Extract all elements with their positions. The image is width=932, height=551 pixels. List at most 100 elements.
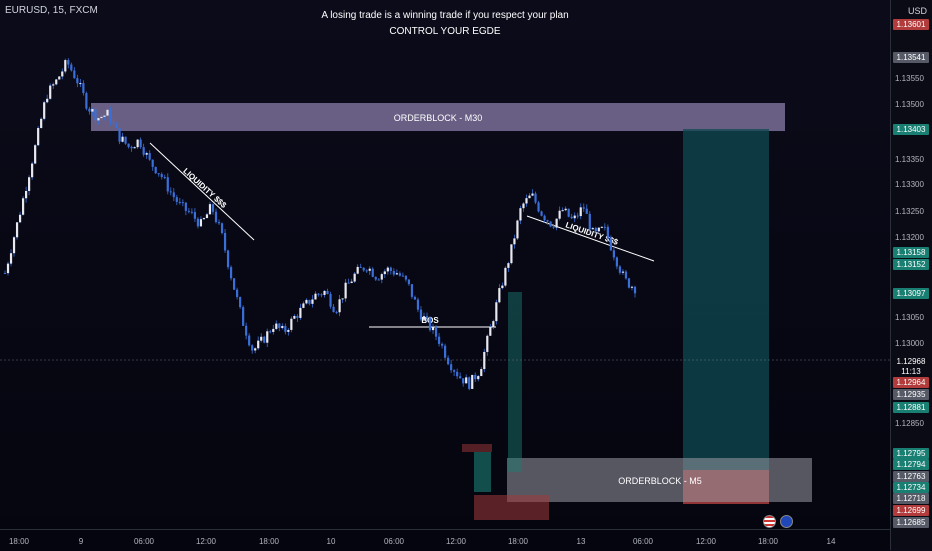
orderblock-m5-zone[interactable] xyxy=(507,458,812,502)
liquidity-line-left[interactable] xyxy=(149,142,255,241)
bar-countdown: 11:13 xyxy=(893,366,929,377)
candle-body xyxy=(341,298,344,300)
candle-body xyxy=(214,211,218,223)
candle-body xyxy=(413,296,417,300)
candle-body xyxy=(305,299,308,304)
candle-body xyxy=(311,299,314,304)
candle-body xyxy=(115,123,118,128)
candle-body xyxy=(154,166,157,174)
candle-body xyxy=(338,299,341,313)
price-badge: 1.12935 xyxy=(893,389,929,400)
candle-body xyxy=(82,83,85,94)
candle-body xyxy=(401,275,404,277)
time-tick: 06:00 xyxy=(632,537,654,546)
time-tick: 18:00 xyxy=(8,537,30,546)
candle-body xyxy=(489,327,492,336)
chart-symbol: EURUSD, 15, FXCM xyxy=(5,5,98,16)
candle-body xyxy=(302,303,305,308)
price-badge: 1.13158 xyxy=(893,247,929,258)
candle-body xyxy=(483,351,486,370)
candle-body xyxy=(447,357,450,365)
time-tick: 06:00 xyxy=(133,537,155,546)
candle-body xyxy=(239,296,242,308)
candle-body xyxy=(591,228,594,230)
candle-body xyxy=(386,267,389,272)
candle-body xyxy=(70,64,73,71)
candle-body xyxy=(217,222,221,224)
price-badge: 1.12964 xyxy=(893,377,929,388)
candle-body xyxy=(79,83,82,85)
candle-body xyxy=(440,343,444,346)
candle-body xyxy=(202,218,206,220)
candle-body xyxy=(404,275,408,280)
candle-body xyxy=(136,139,139,148)
candle-body xyxy=(21,198,25,215)
price-tick: 1.13250 xyxy=(895,207,924,216)
candle-body xyxy=(232,278,236,290)
candle-body xyxy=(531,193,534,196)
candle-body xyxy=(121,136,124,142)
candle-body xyxy=(226,250,230,268)
price-chart[interactable]: ORDERBLOCK - M30 ORDERBLOCK - M5 LIQUIDI… xyxy=(0,0,890,529)
candle-body xyxy=(398,273,401,276)
time-axis[interactable]: 18:00 9 06:00 12:00 18:00 10 06:00 12:00… xyxy=(0,529,890,551)
candle-body xyxy=(507,263,510,268)
price-badge: 1.12685 xyxy=(893,517,929,528)
candle-body xyxy=(133,147,136,149)
candle-body xyxy=(537,202,540,212)
us-flag-icon[interactable] xyxy=(763,515,776,528)
target-zone[interactable] xyxy=(683,129,769,470)
candle-body xyxy=(332,306,335,313)
candle-body xyxy=(220,223,224,233)
candle-body xyxy=(573,215,576,219)
entry-box-green xyxy=(474,452,491,492)
candle-body xyxy=(269,331,272,333)
candle-body xyxy=(380,274,383,280)
liquidity-line-right[interactable] xyxy=(526,215,655,262)
candle-body xyxy=(392,271,395,275)
candle-body xyxy=(148,153,151,160)
candle-body xyxy=(43,102,46,119)
candle-body xyxy=(73,70,76,79)
time-tick: 14 xyxy=(826,537,836,546)
candle-body xyxy=(76,78,79,84)
candle-body xyxy=(624,271,628,279)
candle-body xyxy=(314,293,317,300)
candle-body xyxy=(124,136,127,144)
time-tick: 06:00 xyxy=(383,537,405,546)
candle-body xyxy=(576,215,579,217)
candle-body xyxy=(181,202,184,204)
candle-body xyxy=(293,315,296,319)
candle-body xyxy=(621,271,625,273)
candle-body xyxy=(359,266,362,268)
candle-body xyxy=(199,219,203,227)
candle-body xyxy=(329,293,332,307)
eu-flag-icon[interactable] xyxy=(780,515,793,528)
candle-body xyxy=(106,109,109,116)
price-tick: 1.13050 xyxy=(895,313,924,322)
price-scale[interactable]: USD 1.13550 1.13500 1.13350 1.13300 1.13… xyxy=(890,0,932,550)
candle-body xyxy=(618,266,622,273)
price-tick: 1.13200 xyxy=(895,233,924,242)
time-tick: 18:00 xyxy=(757,537,779,546)
candle-body xyxy=(585,208,588,214)
price-tick: 1.13500 xyxy=(895,100,924,109)
candle-body xyxy=(326,290,329,294)
candle-body xyxy=(196,218,200,227)
price-badge: 1.13601 xyxy=(893,19,929,30)
candle-body xyxy=(61,71,64,77)
candle-body xyxy=(169,191,172,193)
candle-body xyxy=(519,208,522,221)
price-badge: 1.13403 xyxy=(893,124,929,135)
candle-body xyxy=(561,210,564,212)
candle-body xyxy=(540,211,543,216)
orderblock-m30-zone[interactable] xyxy=(91,103,785,131)
candle-body xyxy=(395,273,398,275)
economic-events[interactable] xyxy=(763,515,797,533)
candle-body xyxy=(462,378,465,384)
candle-body xyxy=(579,207,582,217)
candle-body xyxy=(15,222,19,238)
candle-body xyxy=(85,93,88,109)
chart-caption-line1: A losing trade is a winning trade if you… xyxy=(321,10,569,21)
candle-body xyxy=(58,76,61,80)
